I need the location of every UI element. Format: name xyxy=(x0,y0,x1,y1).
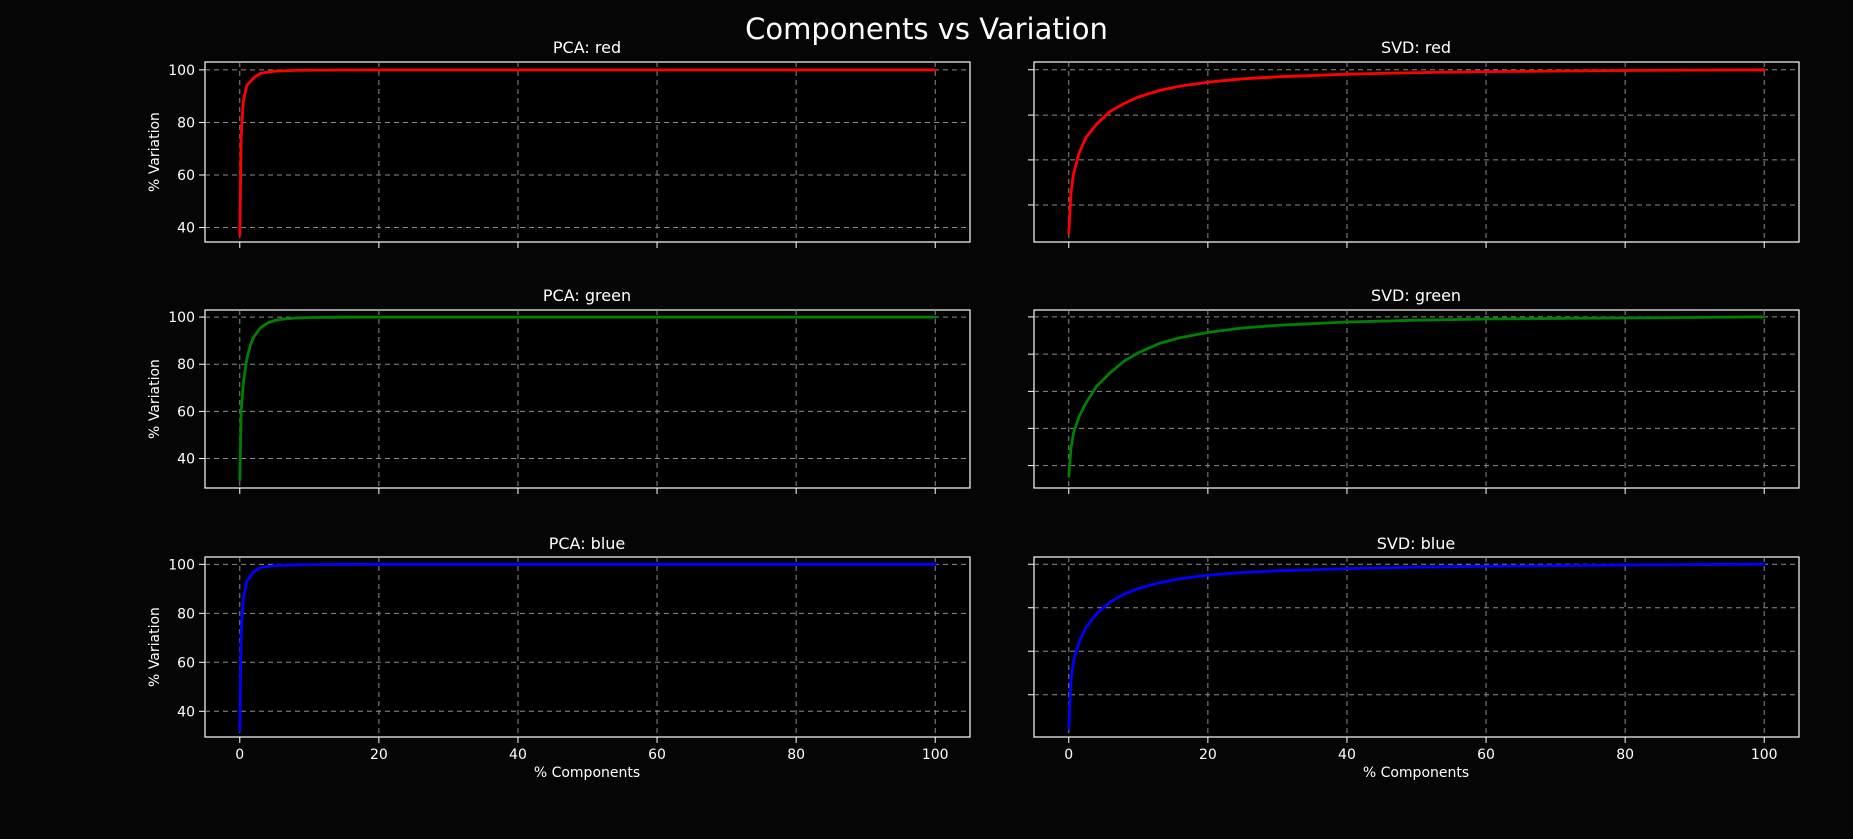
plot-frame xyxy=(204,309,971,489)
subplot-title: SVD: green xyxy=(1371,286,1461,305)
subplot-svd-red: SVD: red xyxy=(1028,38,1800,248)
x-tick-label: 100 xyxy=(1751,747,1778,763)
y-tick-label: 60 xyxy=(177,655,195,671)
y-tick-label: 100 xyxy=(168,310,195,326)
subplot-title: PCA: green xyxy=(543,286,631,305)
y-tick-label: 100 xyxy=(168,63,195,79)
subplot-title: PCA: red xyxy=(553,38,621,57)
y-tick-label: 80 xyxy=(177,115,195,131)
x-tick-label: 0 xyxy=(235,747,244,763)
y-tick-label: 80 xyxy=(177,357,195,373)
y-axis-label: % Variation xyxy=(147,112,163,192)
y-axis-label: % Variation xyxy=(147,359,163,439)
x-tick-label: 80 xyxy=(1616,747,1634,763)
y-tick-label: 80 xyxy=(177,606,195,622)
plot-frame xyxy=(1033,309,1800,489)
subplot-pca-green: 40 60 80 100 PCA: green % Variation xyxy=(147,286,971,494)
y-axis-label: % Variation xyxy=(147,607,163,687)
y-tick-label: 40 xyxy=(177,452,195,468)
series-line xyxy=(238,315,937,482)
figure-title: Components vs Variation xyxy=(745,12,1108,46)
plot-frame xyxy=(204,556,971,738)
x-axis-label: % Components xyxy=(1363,765,1469,781)
plot-frame xyxy=(204,61,971,243)
x-tick-label: 20 xyxy=(370,747,388,763)
subplot-title: SVD: red xyxy=(1381,38,1451,57)
series-line xyxy=(1067,315,1766,478)
x-tick-label: 40 xyxy=(1338,747,1356,763)
x-tick-label: 80 xyxy=(787,747,805,763)
series-line xyxy=(238,562,937,733)
plot-frame xyxy=(1033,556,1800,738)
subplot-svd-blue: 0 20 40 60 80 100 SVD: blue % Components xyxy=(1028,534,1800,781)
x-tick-label: 60 xyxy=(648,747,666,763)
x-tick-label: 20 xyxy=(1199,747,1217,763)
subplot-title: SVD: blue xyxy=(1377,534,1455,553)
series-line xyxy=(1067,68,1766,235)
y-tick-label: 60 xyxy=(177,404,195,420)
plot-frame xyxy=(1033,61,1800,243)
subplot-title: PCA: blue xyxy=(549,534,626,553)
x-tick-label: 40 xyxy=(509,747,527,763)
x-tick-label: 0 xyxy=(1064,747,1073,763)
subplot-pca-red: 40 60 80 100 PCA: red % Variation xyxy=(147,38,971,248)
x-axis-label: % Components xyxy=(534,765,640,781)
series-line xyxy=(1067,562,1766,730)
y-tick-label: 40 xyxy=(177,221,195,237)
y-tick-label: 60 xyxy=(177,168,195,184)
y-tick-label: 40 xyxy=(177,704,195,720)
x-tick-label: 100 xyxy=(922,747,949,763)
x-tick-label: 60 xyxy=(1477,747,1495,763)
series-line xyxy=(238,68,937,237)
subplot-svd-green: SVD: green xyxy=(1028,286,1800,494)
y-tick-label: 100 xyxy=(168,557,195,573)
subplot-pca-blue: 0 20 40 60 80 100 40 60 80 100 PCA: blue % Variat… xyxy=(147,534,971,781)
